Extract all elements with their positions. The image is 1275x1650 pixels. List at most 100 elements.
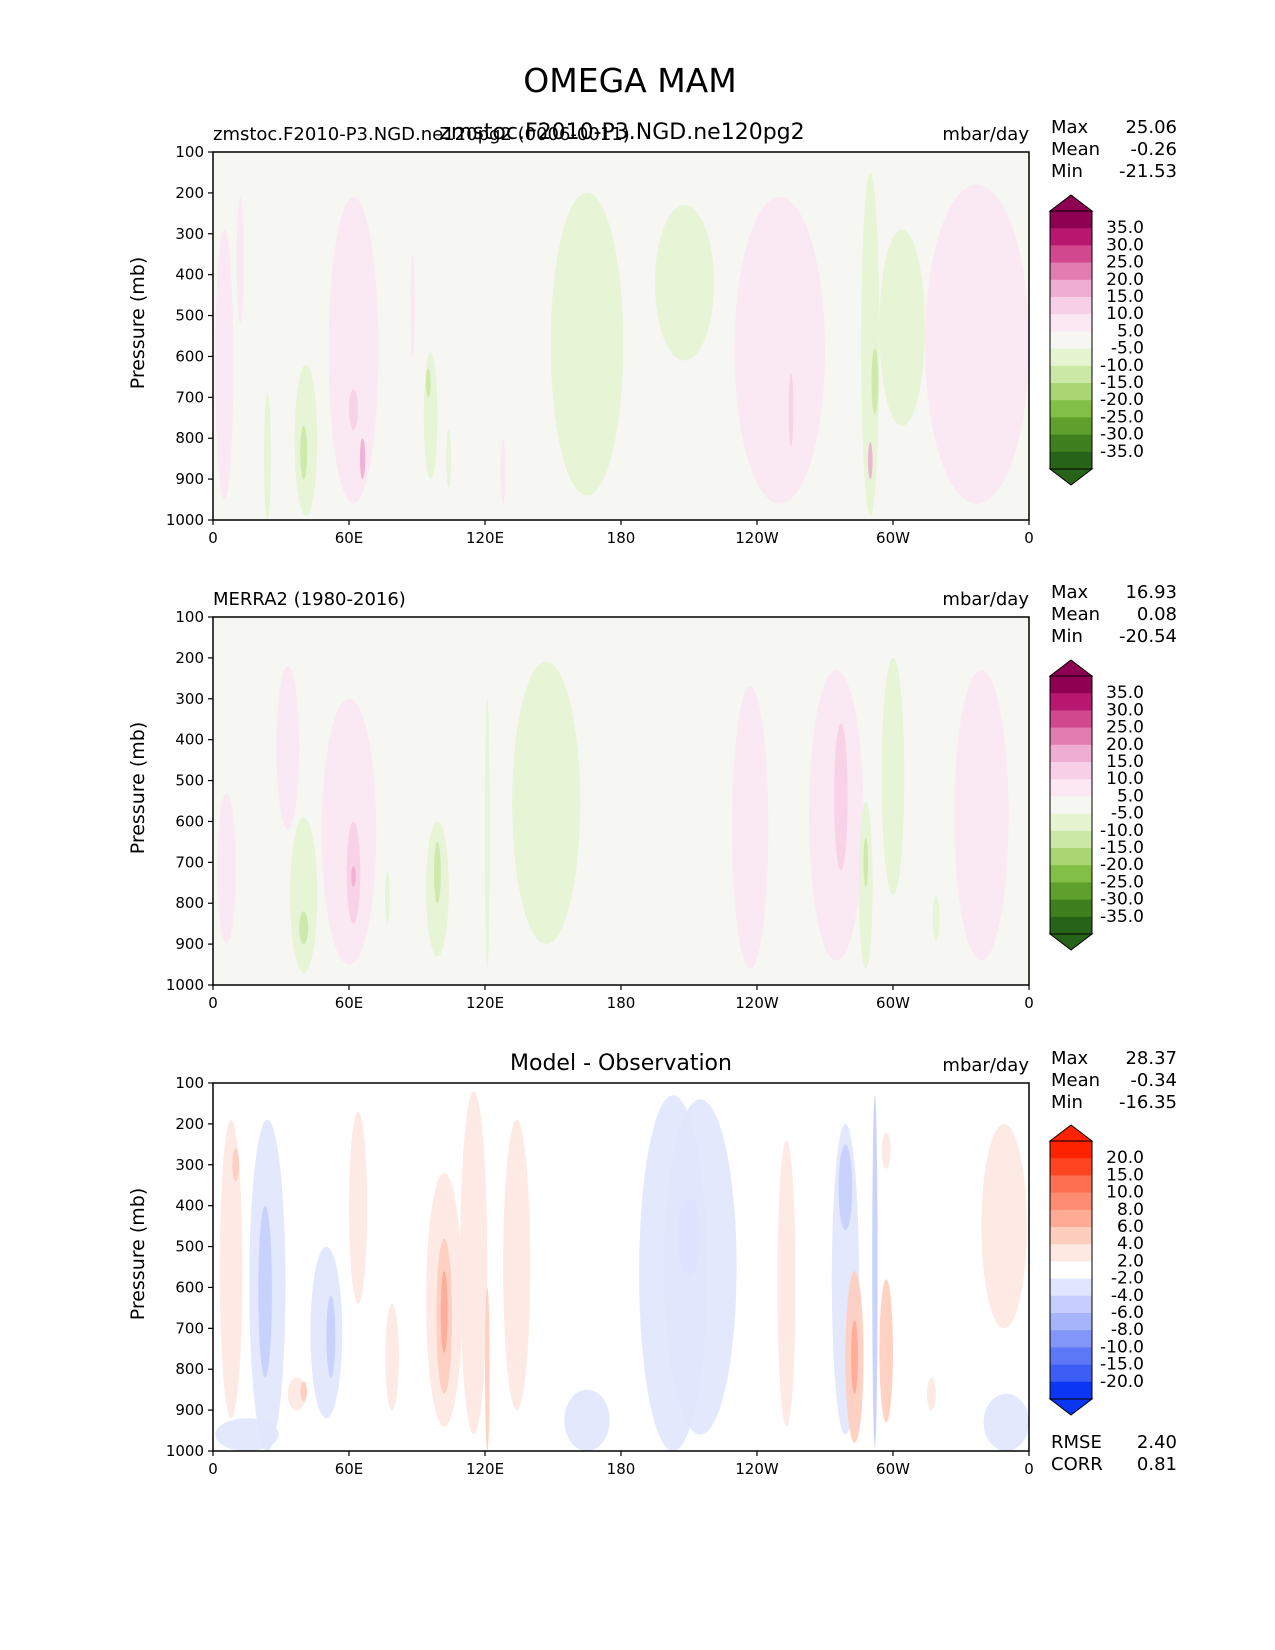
colorbar-swatch	[1050, 779, 1092, 797]
colorbar-swatch	[1050, 245, 1092, 264]
colorbar-label: 35.0	[1106, 683, 1144, 703]
y-tick-label: 200	[175, 649, 204, 667]
y-axis-label: Pressure (mb)	[127, 257, 149, 390]
y-tick-label: 900	[175, 935, 204, 953]
y-tick-label: 400	[175, 731, 204, 749]
panel-observation: MERRA2 (1980-2016) mbar/day Pressure (mb…	[127, 582, 1177, 1012]
stat-min-label: Min	[1051, 1092, 1083, 1113]
contour-feature	[485, 698, 490, 969]
contour-feature	[500, 438, 506, 504]
contour-feature	[236, 197, 244, 324]
colorbar-swatch	[1050, 865, 1092, 883]
contour-feature	[863, 837, 869, 887]
colorbar-swatch	[1050, 848, 1092, 866]
x-tick-label: 0	[1024, 529, 1034, 547]
y-tick-label: 400	[175, 1197, 204, 1215]
colorbar-label: -10.0	[1100, 821, 1144, 841]
y-tick-label: 500	[175, 772, 204, 790]
colorbar-label: 15.0	[1106, 287, 1144, 307]
panel-units: mbar/day	[942, 124, 1029, 145]
x-tick-label: 60W	[876, 529, 910, 547]
contour-feature	[732, 686, 769, 969]
colorbar-label: 10.0	[1106, 304, 1144, 324]
colorbar-over-arrow	[1048, 659, 1094, 677]
contour-feature	[881, 657, 905, 896]
colorbar-label: 30.0	[1106, 700, 1144, 720]
y-tick-label: 300	[175, 225, 204, 243]
figure-title: OMEGA MAM	[523, 61, 736, 100]
contour-feature	[276, 666, 300, 830]
y-tick-label: 300	[175, 1156, 204, 1174]
colorbar-swatch	[1050, 1141, 1092, 1159]
colorbar-swatch	[1050, 1175, 1092, 1194]
field-contours	[217, 657, 1009, 973]
contour-feature	[503, 1119, 531, 1411]
colorbar-swatch	[1050, 417, 1092, 436]
contour-feature	[219, 1119, 243, 1419]
x-tick-label: 180	[607, 1460, 636, 1478]
y-ticks: 100 200 300 400 500 600 700 800 900 1000	[166, 608, 213, 994]
colorbar-swatch	[1050, 830, 1092, 849]
contour-feature	[927, 1377, 936, 1411]
corr-value: 0.81	[1137, 1454, 1177, 1475]
contour-feature	[446, 430, 452, 488]
contour-feature	[834, 723, 848, 871]
colorbar-label: -10.0	[1100, 356, 1144, 376]
colorbar-under-arrow	[1048, 1398, 1094, 1416]
contour-feature	[872, 1095, 878, 1447]
colorbar-label: -25.0	[1100, 872, 1144, 892]
contour-feature	[777, 1140, 796, 1427]
panel-left-title: zmstoc.F2010-P3.NGD.ne120pg2 (0006-0011)	[213, 124, 630, 145]
y-axis-label: Pressure (mb)	[127, 1188, 149, 1321]
contour-feature	[310, 1246, 343, 1419]
colorbar-swatch	[1050, 676, 1092, 694]
y-tick-label: 700	[175, 853, 204, 871]
colorbar-label: 10.0	[1106, 1183, 1144, 1203]
panel-left-title: MERRA2 (1980-2016)	[213, 589, 406, 610]
contour-feature	[215, 229, 234, 500]
x-ticks: 0 60E 120E 180 120W 60W 0	[208, 520, 1034, 547]
colorbar-label: -30.0	[1100, 425, 1144, 445]
colorbar-label: 20.0	[1106, 1148, 1144, 1168]
y-tick-label: 1000	[166, 1442, 204, 1460]
contour-feature	[385, 870, 390, 924]
contour-feature	[385, 1303, 399, 1411]
contour-feature	[258, 1205, 272, 1378]
stat-mean-value: 0.08	[1137, 604, 1177, 625]
colorbar-label: 10.0	[1106, 769, 1144, 789]
colorbar-swatch	[1050, 1192, 1092, 1211]
y-tick-label: 600	[175, 347, 204, 365]
x-tick-label: 120W	[735, 1460, 779, 1478]
contour-feature	[932, 895, 940, 940]
contour-feature	[550, 192, 624, 496]
contour-feature	[868, 442, 873, 480]
plot-area: 100 200 300 400 500 600 700 800 900 1000 0 60E 120E…	[166, 1074, 1034, 1478]
x-tick-label: 120W	[735, 529, 779, 547]
panel-model: zmstoc.F2010-P3.NGD.ne120pg2 (0006-0011)…	[127, 117, 1177, 547]
skill-scores: RMSE 2.40 CORR 0.81	[1051, 1432, 1177, 1475]
stat-max-value: 28.37	[1125, 1048, 1177, 1069]
colorbar-frame	[1049, 210, 1093, 470]
x-tick-label: 180	[607, 529, 636, 547]
y-tick-label: 400	[175, 266, 204, 284]
contour-feature	[954, 670, 1009, 961]
contour-feature	[879, 229, 925, 426]
panel-units: mbar/day	[942, 589, 1029, 610]
contour-feature	[734, 196, 825, 504]
x-ticks: 0 60E 120E 180 120W 60W 0	[208, 1451, 1034, 1478]
stat-mean-label: Mean	[1051, 139, 1100, 160]
colorbar-swatch	[1050, 1364, 1092, 1383]
colorbar-label: 25.0	[1106, 718, 1144, 738]
colorbar-label: -5.0	[1111, 804, 1144, 824]
field-contours	[215, 1091, 1029, 1452]
colorbar-swatch	[1050, 451, 1092, 470]
stats-block: Max 28.37 Mean -0.34 Min -16.35	[1051, 1048, 1177, 1113]
y-tick-label: 1000	[166, 976, 204, 994]
contour-feature	[924, 184, 1029, 504]
stat-max-value: 25.06	[1125, 117, 1177, 138]
contour-feature	[410, 254, 415, 357]
plot-background	[213, 1083, 1029, 1451]
contour-feature	[788, 372, 794, 447]
y-tick-label: 800	[175, 429, 204, 447]
